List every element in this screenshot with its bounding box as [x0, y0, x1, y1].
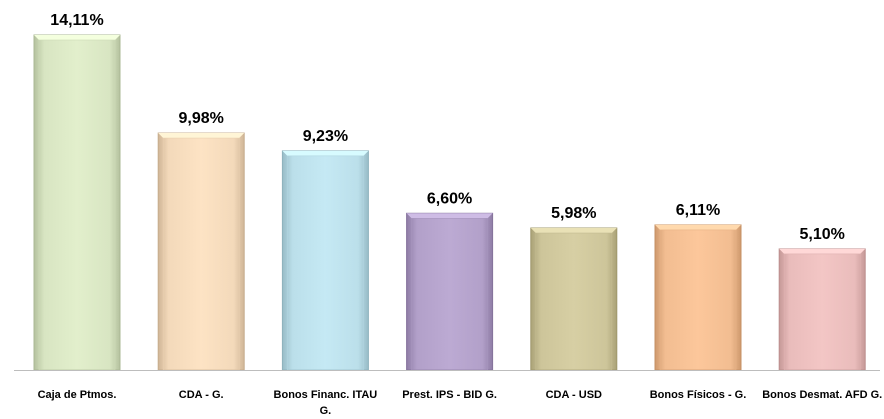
bar-top-bevel [406, 213, 493, 219]
value-labels-layer: 14,11% 9,98% 9,23% 6,60% 5,98% 6,11% 5,10% [50, 12, 845, 243]
category-label: Prest. IPS - BID G. [402, 389, 497, 401]
bar-group [778, 248, 866, 371]
bar-top-bevel [530, 228, 617, 234]
data-label: 6,11% [676, 202, 720, 219]
bar [157, 132, 245, 371]
bar-group [33, 34, 121, 371]
bar-top-bevel [282, 150, 369, 156]
data-label: 14,11% [50, 12, 103, 29]
bar [33, 34, 121, 371]
category-label: Bonos Financ. ITAU G. [274, 389, 378, 417]
category-label: Bonos Físicos - G. [650, 389, 747, 401]
bar [281, 150, 369, 371]
bar-group [654, 224, 742, 371]
bar [778, 248, 866, 371]
data-label: 9,23% [303, 128, 348, 145]
category-label: Bonos Desmat. AFD G. [762, 389, 882, 401]
category-label: CDA - USD [546, 389, 602, 401]
category-label: CDA - G. [179, 389, 224, 401]
bar-top-bevel [655, 224, 741, 230]
bar-top-bevel [779, 248, 866, 254]
bar [654, 224, 742, 371]
bar-group [281, 150, 369, 371]
data-label: 5,10% [800, 226, 845, 243]
data-label: 9,98% [179, 110, 224, 127]
bar [530, 227, 618, 371]
bar-group [157, 132, 245, 371]
bar-top-bevel [158, 133, 245, 139]
bar-top-bevel [34, 35, 120, 40]
data-label: 6,60% [427, 190, 472, 207]
category-label: Caja de Ptmos. [38, 389, 117, 401]
category-labels-layer: Caja de Ptmos. CDA - G. Bonos Financ. ITAU… [38, 389, 883, 417]
bar-group [530, 227, 618, 371]
bars-layer [33, 34, 866, 371]
bar [406, 212, 494, 371]
data-label: 5,98% [551, 205, 596, 222]
bar-group [406, 212, 494, 371]
